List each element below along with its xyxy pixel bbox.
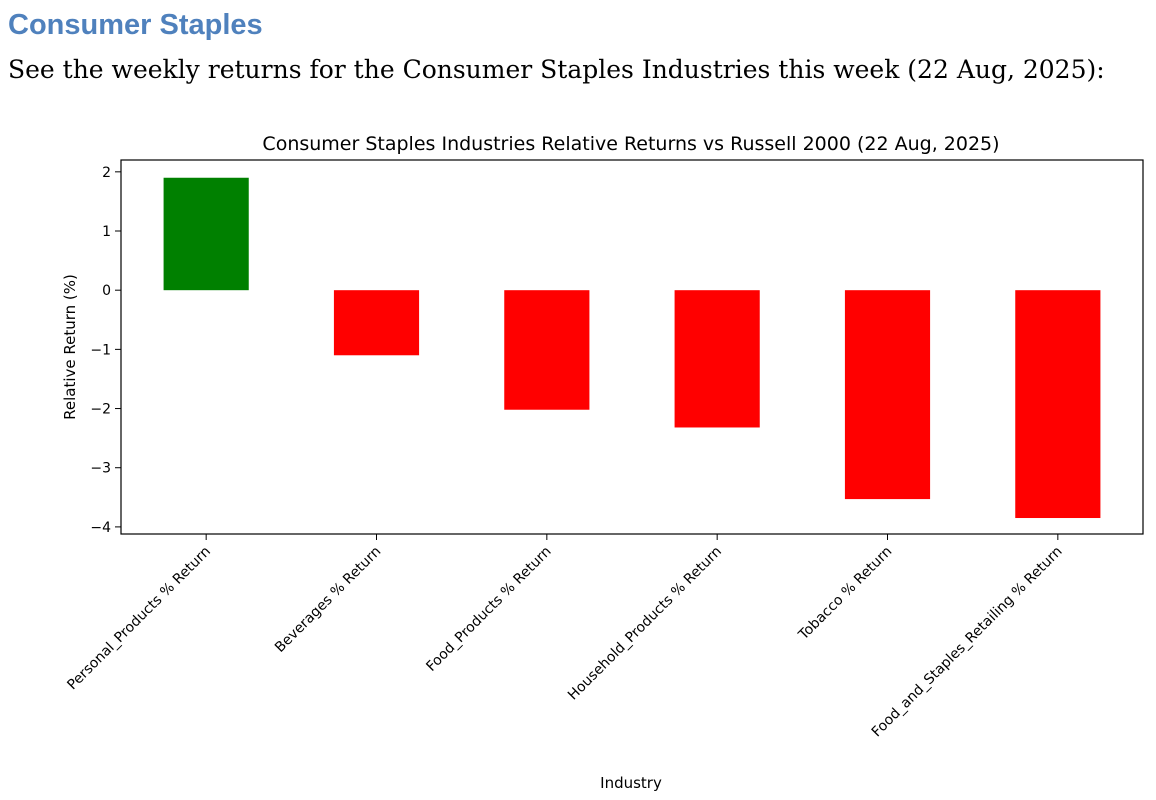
plot-frame — [120, 159, 1144, 535]
x-tick-label: Food_and_Staples_Retailing % Return — [869, 544, 1066, 741]
bar — [504, 290, 590, 410]
x-axis-label: Industry — [600, 774, 662, 792]
bar — [844, 290, 931, 500]
x-tick-label: Beverages % Return — [272, 544, 384, 656]
bar — [674, 290, 760, 428]
x-tick-label: Tobacco % Return — [795, 544, 895, 644]
bar — [1015, 290, 1101, 519]
x-tick-label: Food_Products % Return — [423, 544, 554, 675]
x-tick-label: Personal_Products % Return — [64, 544, 214, 694]
y-tick-label: 0 — [102, 283, 111, 299]
chart-title: Consumer Staples Industries Relative Ret… — [262, 133, 999, 155]
y-tick-label: 2 — [102, 165, 111, 181]
y-tick-label: −3 — [90, 461, 111, 477]
x-tick-label: Household_Products % Return — [565, 544, 725, 704]
y-axis-label: Relative Return (%) — [61, 274, 79, 420]
bar-chart: Consumer Staples Industries Relative Ret… — [61, 133, 1144, 792]
y-axis: 2 1 0 −1 −2 −3 −4 — [90, 165, 121, 536]
bar — [163, 177, 249, 291]
intro-paragraph: See the weekly returns for the Consumer … — [8, 55, 1105, 84]
y-tick-label: −1 — [90, 342, 111, 358]
section-heading: Consumer Staples — [8, 9, 263, 41]
y-tick-label: −4 — [90, 520, 111, 536]
bar — [333, 290, 420, 356]
bars-layer — [163, 177, 1101, 519]
x-axis: Personal_Products % Return Beverages % Re… — [64, 534, 1066, 741]
y-tick-label: −2 — [90, 402, 111, 418]
y-tick-label: 1 — [102, 224, 111, 240]
